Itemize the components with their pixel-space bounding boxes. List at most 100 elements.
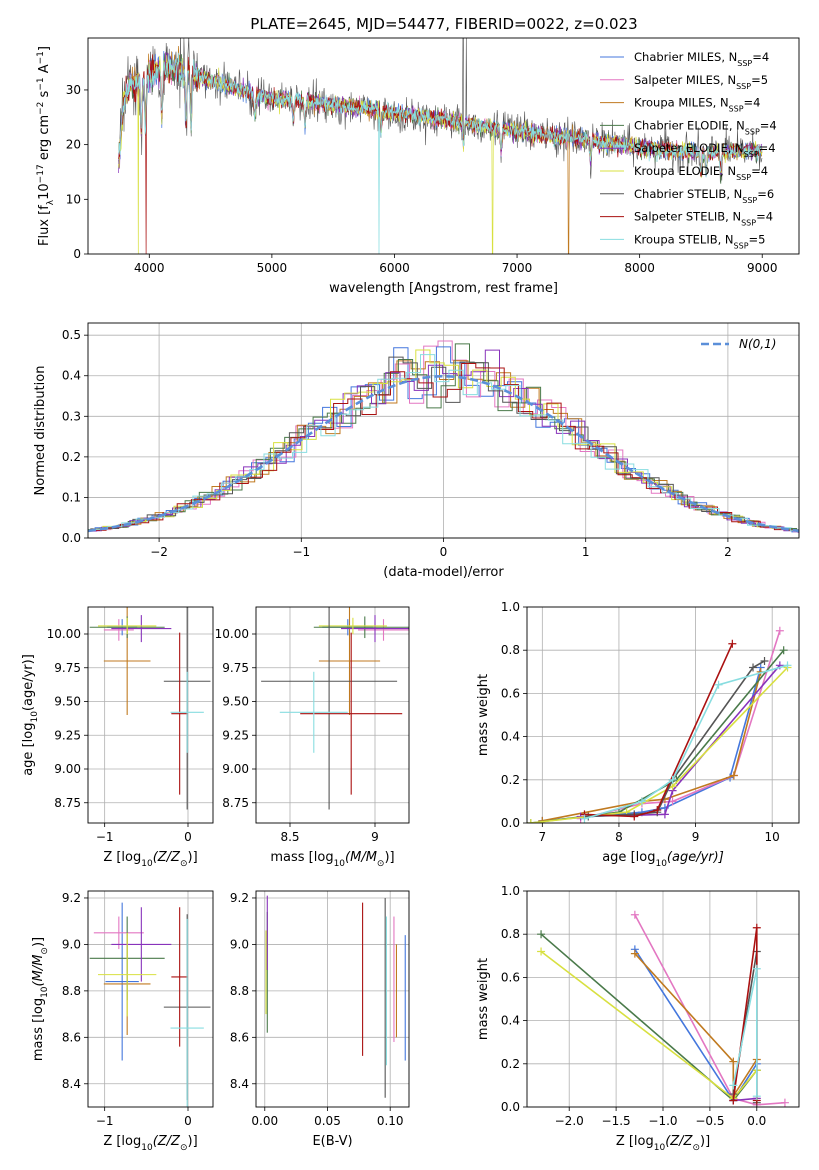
y-tick-label: 9.00 [222,762,249,776]
label-part: ⊙ [180,859,188,869]
y-tick-label: 0.6 [501,686,520,700]
mass-weight-line [634,953,758,1099]
x-axis-label: mass [log10(M/M⊙)] [270,850,394,869]
label-part: 10 [334,859,346,869]
y-tick-label: 9.00 [54,762,81,776]
axes-frame [255,890,410,1108]
legend-sub: SSP [744,150,759,159]
mass-weight-marker [729,1096,738,1105]
x-axis-label: age [log10(age/yr)] [602,850,724,869]
x-tick-label: 0.10 [377,1114,404,1128]
y-axis-label: age [log10(age/yr)] [21,654,40,776]
y-tick-label: 0.5 [62,328,81,342]
legend-nssp: =5 [749,232,766,246]
mass-weight-marker [630,812,639,821]
y-tick-label: 20 [66,138,81,152]
label-part: mass [log [270,850,333,865]
mass-weight-marker [580,814,589,823]
y-tick-label: 9.25 [54,728,81,742]
y-tick-label: 9.25 [222,728,249,742]
x-tick-label: −1 [96,830,114,844]
label-part: λ [46,199,56,205]
axes-mass-vs-Z: −1 08.48.68.89.09.2Z [log10(Z/Z⊙)]mass [l… [31,890,214,1153]
y-tick-label: 8.4 [230,1077,249,1091]
spectrum-line [118,52,763,254]
x-tick-label: 8.5 [280,830,299,844]
legend-label: Chabrier STELIB, NSSP=6 [634,187,774,205]
mass-weight-marker [668,775,677,784]
y-axis-label: mass weight [476,958,491,1040]
label-part: )] [188,850,198,865]
axes-frame [255,606,410,824]
y-tick-label: 9.2 [62,891,81,905]
mass-weight-line [530,666,789,823]
label-part: 10 [141,1143,153,1153]
x-tick-label: 7000 [502,261,533,275]
histogram-step [88,343,799,532]
label-part: Normed distribution [33,366,48,496]
axes-frame [526,606,800,824]
y-tick-label: 0.3 [62,409,81,423]
label-part: Flux [f [37,205,52,246]
mass-weight-marker [728,639,737,648]
legend-nssp: =4 [752,50,769,64]
y-tick-label: 0.0 [62,531,81,545]
legend-label: N(0,1) [739,337,776,351]
label-part: −17 [36,164,46,183]
mass-weight-marker [537,930,546,939]
normal-curve [87,374,800,533]
label-part: A [37,64,52,77]
label-part: ] [37,46,52,51]
label-part: age [log [21,723,36,776]
y-axis-label: Normed distribution [33,366,48,496]
mass-weight-line [634,948,758,1102]
x-tick-label: −0.5 [695,1114,724,1128]
mass-weight-marker [752,964,761,973]
mass-weight-marker [729,1057,738,1066]
y-tick-label: 0.2 [501,1057,520,1071]
legend-sub: SSP [734,241,749,250]
x-axis-label: E(B-V) [312,1134,352,1149]
mass-weight-marker [637,797,646,806]
legend-label: Salpeter MILES, NSSP=5 [634,73,768,91]
mass-weight-line [580,630,781,820]
x-tick-label: 8 [615,830,623,844]
legend-model: Salpeter STELIB, N [634,210,741,224]
label-part: ⊙ [377,859,385,869]
x-tick-label: 9000 [747,261,778,275]
mass-weight-marker [780,1098,789,1107]
label-part: 10 [654,1143,666,1153]
y-tick-label: 8.8 [230,984,249,998]
axes-frame [526,890,800,1108]
x-tick-label: 0.00 [251,1114,278,1128]
label-part: 10 [655,859,667,869]
mass-weight-marker [729,1081,738,1090]
legend-model: Salpeter ELODIE, N [634,141,744,155]
x-tick-label: 0 [184,1114,192,1128]
x-tick-label: 0.0 [747,1114,766,1128]
label-part: 10 [37,183,52,200]
x-tick-label: 0.05 [314,1114,341,1128]
label-part: ⊙ [180,1143,188,1153]
y-tick-label: 9.2 [230,891,249,905]
label-part: (Z/Z [153,1134,181,1149]
label-part: (M/M [31,955,46,987]
legend-nssp: =5 [751,73,768,87]
y-tick-label: 8.6 [230,1030,249,1044]
x-axis-label: Z [log10(Z/Z⊙)] [103,850,197,869]
mass-weight-marker [749,663,758,672]
y-tick-label: 0.4 [62,369,81,383]
label-part: E(B-V) [312,1134,352,1149]
x-tick-label: −1 [292,545,310,559]
label-part: )] [31,937,46,947]
mass-weight-line [584,643,734,818]
label-part: 10 [30,711,40,723]
legend-model: Kroupa MILES, N [634,96,729,110]
y-tick-label: 9.50 [54,695,81,709]
axes-frame [87,890,214,1108]
x-tick-label: 6000 [379,261,410,275]
y-axis-label: Flux [fλ10−17 erg cm−2 s−1 A−1] [36,46,56,246]
